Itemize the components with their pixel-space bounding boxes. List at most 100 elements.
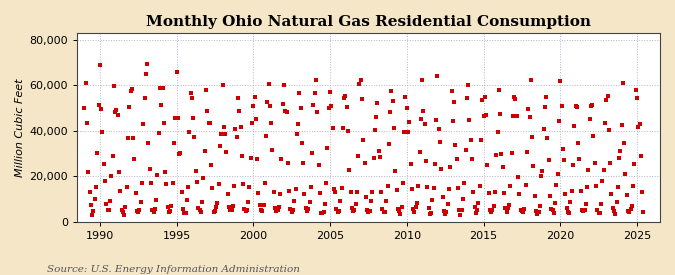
Point xyxy=(238,182,248,186)
Point xyxy=(633,125,644,130)
Point xyxy=(258,203,269,207)
Point xyxy=(156,103,167,107)
Point xyxy=(463,83,474,87)
Point xyxy=(148,209,159,214)
Point xyxy=(598,168,609,172)
Point xyxy=(134,207,145,212)
Point xyxy=(619,141,630,145)
Point xyxy=(172,116,183,120)
Point xyxy=(220,131,231,136)
Point xyxy=(470,211,481,215)
Point xyxy=(262,99,273,104)
Point xyxy=(554,119,564,123)
Point xyxy=(395,212,406,216)
Point xyxy=(280,109,291,114)
Point xyxy=(120,205,131,209)
Point xyxy=(423,206,434,210)
Point xyxy=(140,72,151,76)
Point xyxy=(414,150,425,154)
Point xyxy=(275,191,286,196)
Point xyxy=(466,157,477,161)
Point xyxy=(366,199,377,203)
Point xyxy=(492,130,503,134)
Point xyxy=(279,82,290,87)
Point xyxy=(392,207,403,211)
Point xyxy=(612,185,623,189)
Point xyxy=(117,210,128,214)
Point xyxy=(296,140,307,145)
Point xyxy=(192,180,202,184)
Point xyxy=(558,147,568,151)
Point xyxy=(194,208,205,212)
Point xyxy=(601,98,612,103)
Point xyxy=(310,78,321,82)
Point xyxy=(338,126,348,130)
Point xyxy=(226,208,237,212)
Point xyxy=(518,210,529,214)
Point xyxy=(133,210,144,214)
Point xyxy=(610,212,620,216)
Point xyxy=(570,104,581,109)
Point xyxy=(99,162,109,166)
Point xyxy=(368,156,379,161)
Point xyxy=(200,87,211,92)
Point xyxy=(585,117,595,121)
Point xyxy=(326,104,337,108)
Point xyxy=(107,154,118,158)
Point xyxy=(111,108,122,112)
Point xyxy=(345,189,356,194)
Point xyxy=(549,200,560,205)
Point xyxy=(637,190,647,194)
Point xyxy=(213,182,224,186)
Point xyxy=(496,152,507,157)
Point xyxy=(354,81,365,86)
Point xyxy=(105,198,115,203)
Point xyxy=(609,209,620,213)
Point xyxy=(295,105,306,110)
Y-axis label: Million Cubic Feet: Million Cubic Feet xyxy=(15,78,25,177)
Point xyxy=(428,186,439,191)
Point xyxy=(303,206,314,211)
Point xyxy=(475,184,485,188)
Point xyxy=(501,210,512,214)
Point xyxy=(184,129,195,134)
Point xyxy=(515,208,526,212)
Point xyxy=(306,185,317,190)
Point xyxy=(142,62,153,67)
Point xyxy=(389,126,400,130)
Point xyxy=(432,73,443,78)
Point xyxy=(583,168,594,172)
Point xyxy=(410,204,421,209)
Point xyxy=(591,184,601,188)
Point xyxy=(161,182,171,187)
Point xyxy=(92,151,103,155)
Point xyxy=(375,155,385,160)
Point xyxy=(349,208,360,212)
Point xyxy=(635,154,646,158)
Point xyxy=(422,184,433,189)
Point xyxy=(622,208,633,213)
Point xyxy=(293,122,304,126)
Point xyxy=(439,209,450,213)
Point xyxy=(448,118,458,123)
Point xyxy=(377,207,388,211)
Point xyxy=(431,118,441,122)
Point xyxy=(568,163,578,167)
Point xyxy=(362,207,373,212)
Point xyxy=(611,200,622,204)
Point xyxy=(319,202,330,206)
Point xyxy=(459,181,470,185)
Point xyxy=(248,104,259,109)
Point xyxy=(203,121,214,125)
Point xyxy=(106,174,117,178)
Point xyxy=(413,184,424,188)
Point xyxy=(533,210,544,214)
Point xyxy=(198,176,209,180)
Point xyxy=(608,206,618,211)
Point xyxy=(165,209,176,213)
Point xyxy=(477,98,487,103)
Point xyxy=(322,145,333,150)
Point xyxy=(294,91,304,95)
Point xyxy=(369,128,380,132)
Point xyxy=(189,135,200,139)
